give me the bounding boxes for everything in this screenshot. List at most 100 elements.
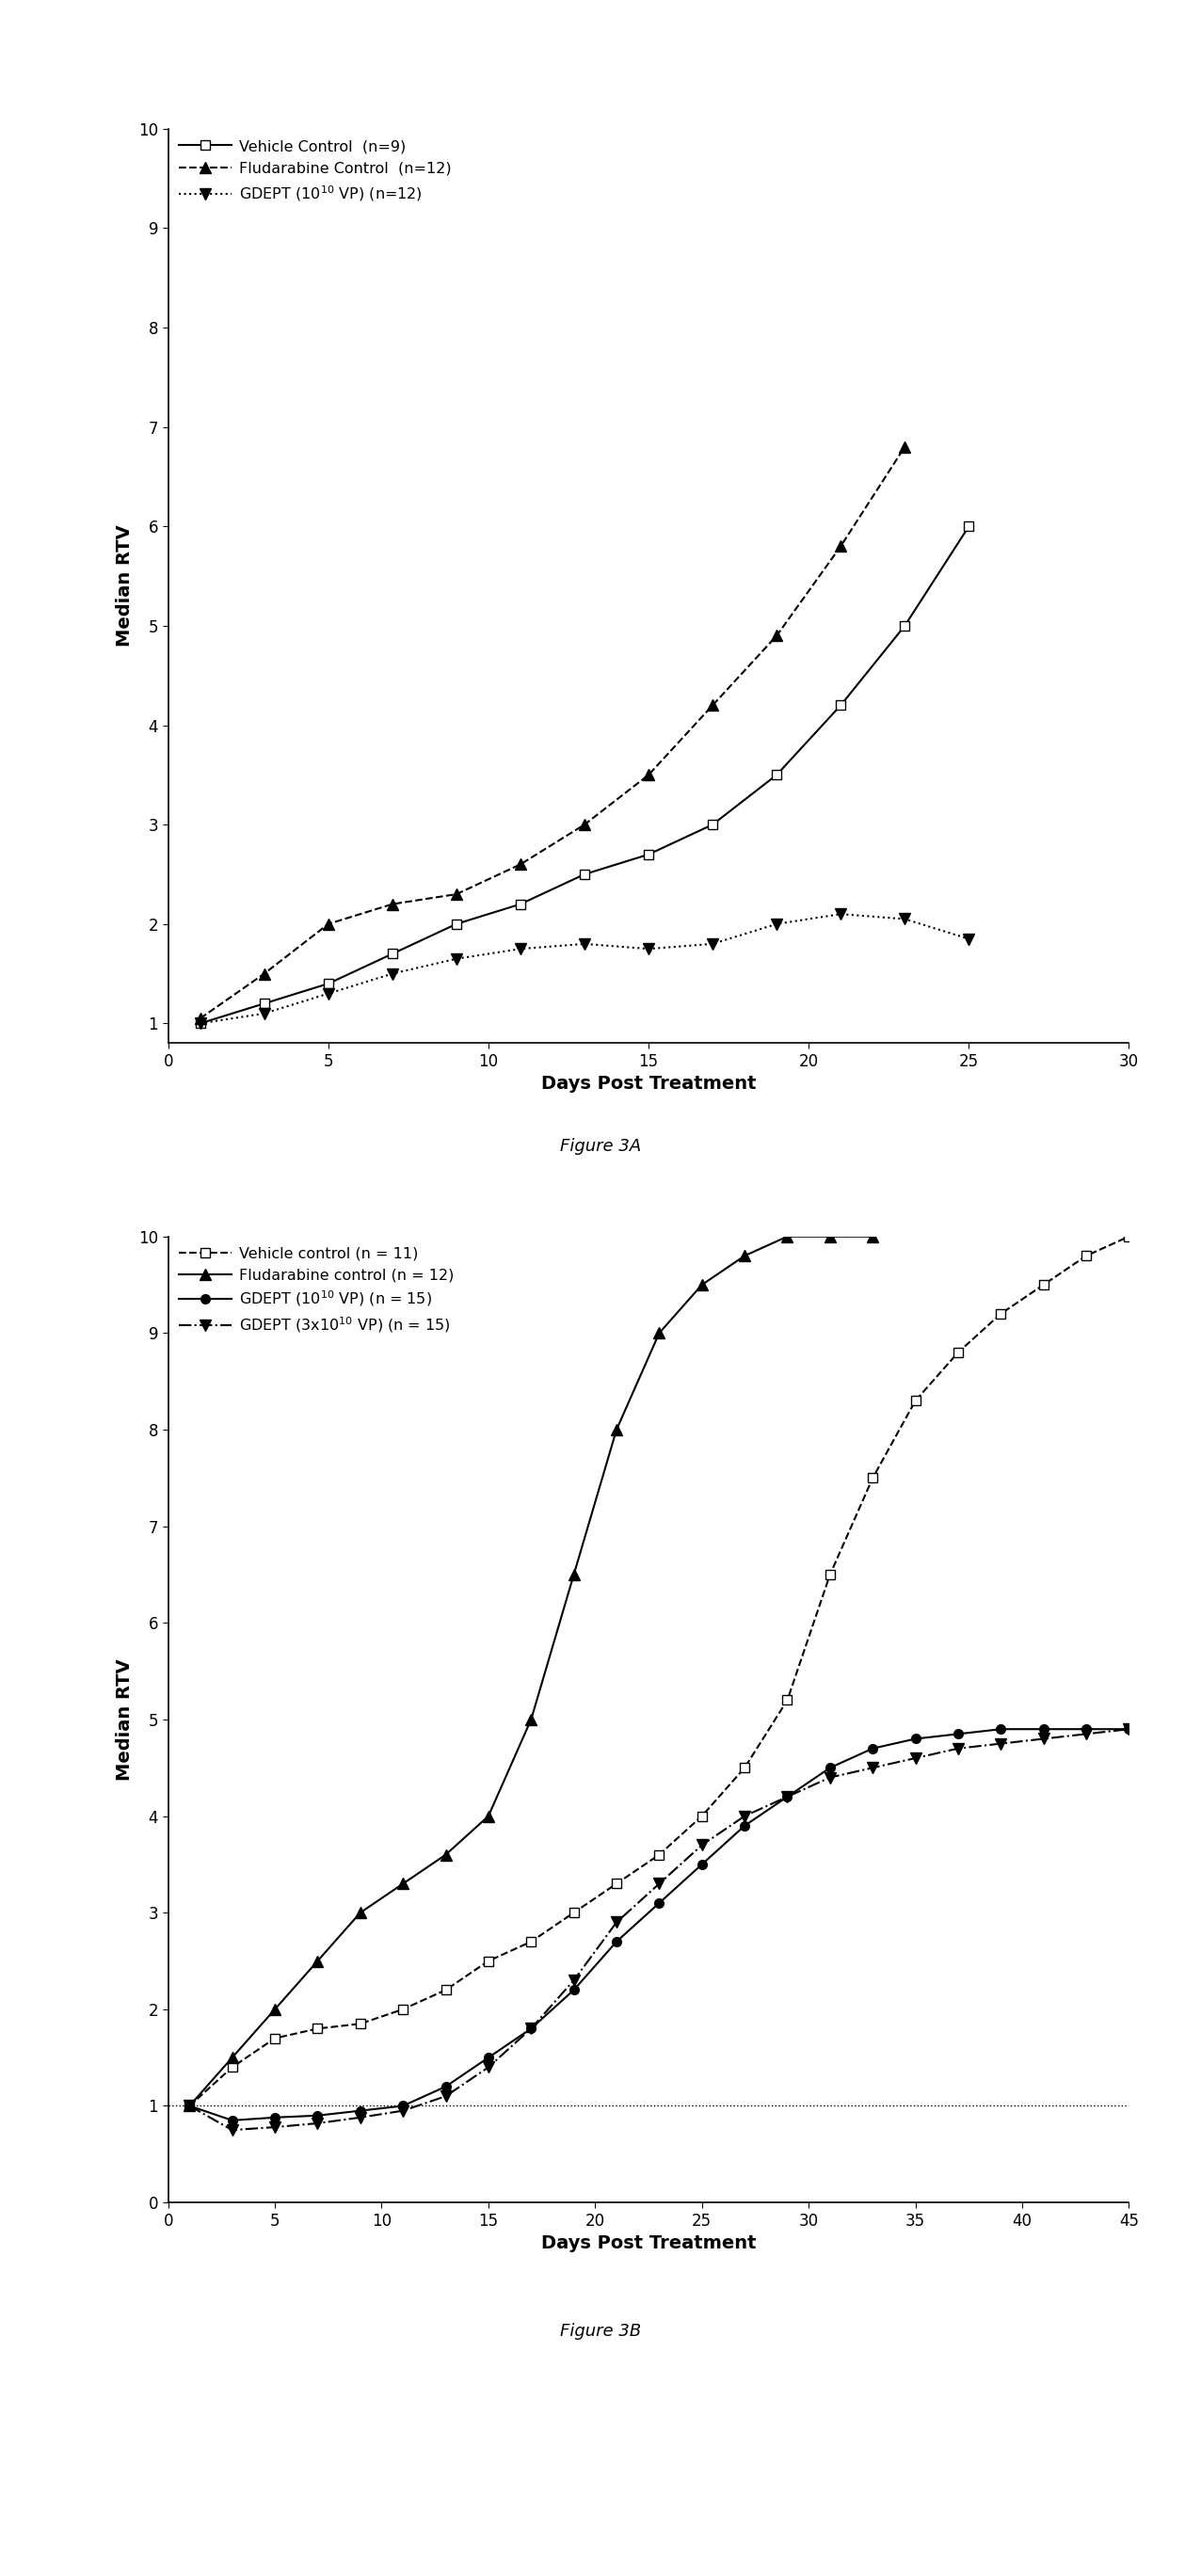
- GDEPT (10$^{10}$ VP) (n = 15): [1036, 1713, 1051, 1744]
- GDEPT (10$^{10}$ VP) (n = 15): [737, 1811, 752, 1842]
- Fludarabine control (n = 12): [310, 1945, 324, 1976]
- Vehicle control (n = 11): [268, 2022, 282, 2053]
- Fludarabine Control  (n=12): [513, 850, 527, 881]
- Vehicle Control  (n=9): [705, 809, 719, 840]
- Vehicle control (n = 11): [694, 1801, 709, 1832]
- GDEPT (10$^{10}$ VP) (n = 15): [353, 2094, 368, 2125]
- GDEPT (10$^{10}$ VP) (n = 15): [482, 2043, 496, 2074]
- GDEPT (10$^{10}$ VP) (n = 15): [225, 2105, 239, 2136]
- Vehicle control (n = 11): [438, 1973, 453, 2004]
- GDEPT (10$^{10}$ VP) (n = 15): [993, 1713, 1008, 1744]
- Fludarabine Control  (n=12): [321, 909, 335, 940]
- Legend: Vehicle Control  (n=9), Fludarabine Control  (n=12), GDEPT (10$^{10}$ VP) (n=12): Vehicle Control (n=9), Fludarabine Contr…: [175, 137, 454, 206]
- GDEPT (10$^{10}$ VP) (n = 15): [823, 1752, 837, 1783]
- Vehicle Control  (n=9): [641, 840, 656, 871]
- GDEPT (10$^{10}$ VP) (n=12): [321, 979, 335, 1010]
- Legend: Vehicle control (n = 11), Fludarabine control (n = 12), GDEPT (10$^{10}$ VP) (n : Vehicle control (n = 11), Fludarabine co…: [175, 1244, 456, 1337]
- GDEPT (10$^{10}$ VP) (n = 15): [1122, 1713, 1136, 1744]
- Fludarabine control (n = 12): [482, 1801, 496, 1832]
- GDEPT (10$^{10}$ VP) (n=12): [897, 904, 912, 935]
- Vehicle Control  (n=9): [193, 1007, 208, 1038]
- GDEPT (3x10$^{10}$ VP) (n = 15): [993, 1728, 1008, 1759]
- GDEPT (10$^{10}$ VP) (n=12): [386, 958, 400, 989]
- GDEPT (3x10$^{10}$ VP) (n = 15): [1122, 1713, 1136, 1744]
- GDEPT (10$^{10}$ VP) (n = 15): [310, 2099, 324, 2130]
- Vehicle control (n = 11): [353, 2009, 368, 2040]
- GDEPT (3x10$^{10}$ VP) (n = 15): [951, 1734, 966, 1765]
- Text: Figure 3A: Figure 3A: [560, 1139, 641, 1154]
- GDEPT (3x10$^{10}$ VP) (n = 15): [823, 1762, 837, 1793]
- GDEPT (10$^{10}$ VP) (n = 15): [183, 2092, 197, 2123]
- Fludarabine control (n = 12): [866, 1221, 880, 1252]
- Fludarabine Control  (n=12): [833, 531, 848, 562]
- Line: Vehicle control (n = 11): Vehicle control (n = 11): [185, 1231, 1134, 2110]
- GDEPT (10$^{10}$ VP) (n = 15): [694, 1850, 709, 1880]
- Vehicle Control  (n=9): [449, 909, 464, 940]
- Line: Vehicle Control  (n=9): Vehicle Control (n=9): [196, 523, 973, 1028]
- GDEPT (3x10$^{10}$ VP) (n = 15): [482, 2050, 496, 2081]
- Fludarabine control (n = 12): [737, 1239, 752, 1270]
- GDEPT (10$^{10}$ VP) (n = 15): [567, 1973, 581, 2004]
- Vehicle Control  (n=9): [321, 969, 335, 999]
- Vehicle Control  (n=9): [770, 760, 784, 791]
- Fludarabine control (n = 12): [609, 1414, 623, 1445]
- GDEPT (3x10$^{10}$ VP) (n = 15): [652, 1868, 667, 1899]
- GDEPT (3x10$^{10}$ VP) (n = 15): [268, 2112, 282, 2143]
- Vehicle control (n = 11): [951, 1337, 966, 1368]
- Vehicle Control  (n=9): [833, 690, 848, 721]
- Vehicle control (n = 11): [866, 1463, 880, 1494]
- GDEPT (3x10$^{10}$ VP) (n = 15): [737, 1801, 752, 1832]
- Fludarabine control (n = 12): [396, 1868, 411, 1899]
- Fludarabine Control  (n=12): [897, 430, 912, 461]
- GDEPT (10$^{10}$ VP) (n = 15): [609, 1927, 623, 1958]
- GDEPT (3x10$^{10}$ VP) (n = 15): [694, 1829, 709, 1860]
- Y-axis label: Median RTV: Median RTV: [115, 526, 133, 647]
- GDEPT (10$^{10}$ VP) (n = 15): [908, 1723, 922, 1754]
- GDEPT (3x10$^{10}$ VP) (n = 15): [781, 1783, 795, 1814]
- GDEPT (10$^{10}$ VP) (n = 15): [1078, 1713, 1093, 1744]
- GDEPT (3x10$^{10}$ VP) (n = 15): [225, 2115, 239, 2146]
- X-axis label: Days Post Treatment: Days Post Treatment: [540, 2233, 757, 2251]
- Fludarabine Control  (n=12): [257, 958, 271, 989]
- GDEPT (3x10$^{10}$ VP) (n = 15): [1078, 1718, 1093, 1749]
- Fludarabine control (n = 12): [567, 1558, 581, 1589]
- GDEPT (10$^{10}$ VP) (n = 15): [268, 2102, 282, 2133]
- Fludarabine control (n = 12): [781, 1221, 795, 1252]
- GDEPT (10$^{10}$ VP) (n=12): [641, 933, 656, 963]
- GDEPT (3x10$^{10}$ VP) (n = 15): [567, 1965, 581, 1996]
- GDEPT (3x10$^{10}$ VP) (n = 15): [310, 2107, 324, 2138]
- X-axis label: Days Post Treatment: Days Post Treatment: [540, 1074, 757, 1092]
- Fludarabine Control  (n=12): [449, 878, 464, 909]
- Vehicle control (n = 11): [310, 2014, 324, 2045]
- Y-axis label: Median RTV: Median RTV: [115, 1659, 133, 1780]
- Line: Fludarabine Control  (n=12): Fludarabine Control (n=12): [195, 440, 910, 1025]
- Vehicle control (n = 11): [652, 1839, 667, 1870]
- Vehicle control (n = 11): [524, 1927, 538, 1958]
- Vehicle Control  (n=9): [578, 858, 592, 889]
- Fludarabine Control  (n=12): [578, 809, 592, 840]
- Line: Fludarabine control (n = 12): Fludarabine control (n = 12): [184, 1231, 879, 2112]
- GDEPT (10$^{10}$ VP) (n = 15): [652, 1888, 667, 1919]
- GDEPT (10$^{10}$ VP) (n=12): [449, 943, 464, 974]
- Fludarabine control (n = 12): [268, 1994, 282, 2025]
- Vehicle control (n = 11): [1078, 1239, 1093, 1270]
- Fludarabine control (n = 12): [823, 1221, 837, 1252]
- Fludarabine Control  (n=12): [705, 690, 719, 721]
- GDEPT (10$^{10}$ VP) (n=12): [257, 997, 271, 1028]
- GDEPT (10$^{10}$ VP) (n=12): [578, 927, 592, 958]
- Line: GDEPT (10$^{10}$ VP) (n = 15): GDEPT (10$^{10}$ VP) (n = 15): [185, 1723, 1134, 2125]
- Vehicle control (n = 11): [567, 1896, 581, 1927]
- GDEPT (3x10$^{10}$ VP) (n = 15): [183, 2092, 197, 2123]
- Vehicle Control  (n=9): [257, 989, 271, 1020]
- GDEPT (3x10$^{10}$ VP) (n = 15): [908, 1744, 922, 1775]
- Fludarabine Control  (n=12): [193, 1002, 208, 1033]
- Vehicle Control  (n=9): [513, 889, 527, 920]
- Fludarabine Control  (n=12): [641, 760, 656, 791]
- GDEPT (10$^{10}$ VP) (n = 15): [866, 1734, 880, 1765]
- Text: Figure 3B: Figure 3B: [560, 2324, 641, 2339]
- Vehicle control (n = 11): [823, 1558, 837, 1589]
- Fludarabine Control  (n=12): [386, 889, 400, 920]
- Vehicle control (n = 11): [183, 2092, 197, 2123]
- Fludarabine control (n = 12): [225, 2043, 239, 2074]
- GDEPT (10$^{10}$ VP) (n=12): [770, 909, 784, 940]
